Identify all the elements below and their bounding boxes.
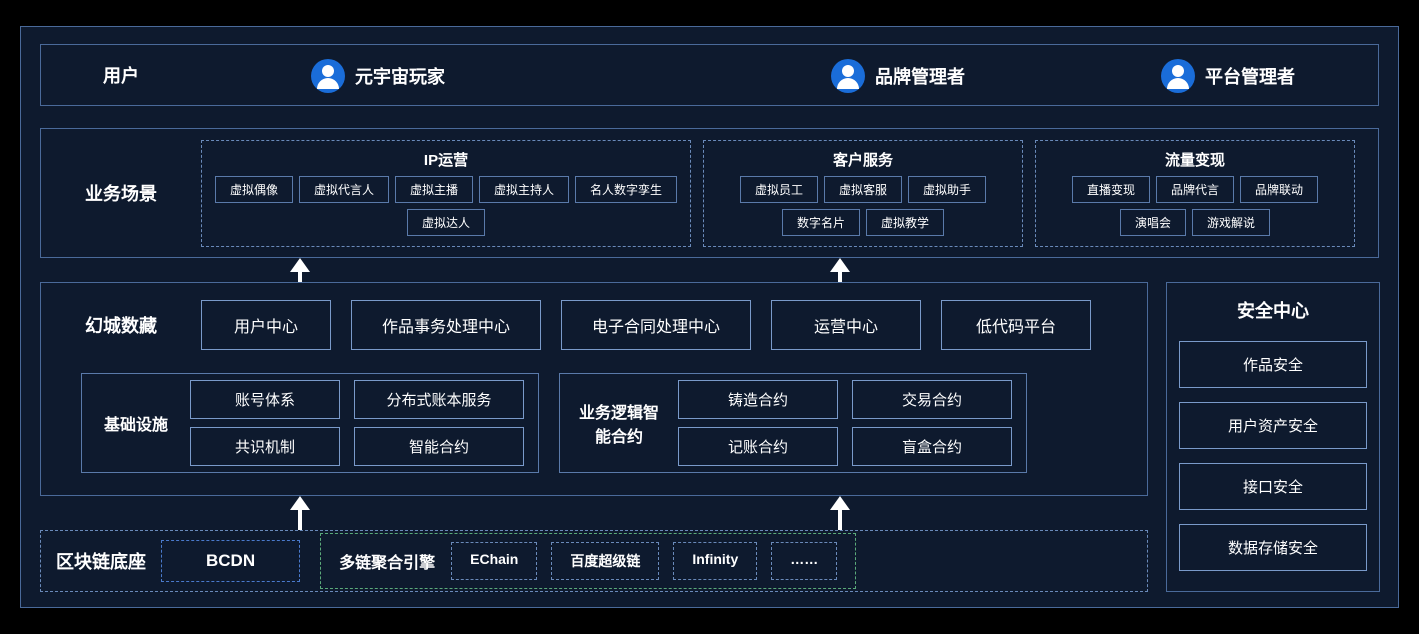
engine-item-box: 百度超级链 [551, 542, 659, 580]
scenario-chip: 名人数字孪生 [575, 176, 677, 203]
platform-module-box: 电子合同处理中心 [561, 300, 751, 350]
users-label: 用户 [41, 62, 201, 88]
infra-item-box: 盲盒合约 [852, 427, 1012, 466]
security-panel: 安全中心 作品安全用户资产安全接口安全数据存储安全 [1166, 282, 1380, 592]
infra-left-label: 基础设施 [96, 411, 176, 435]
user-item-label: 平台管理者 [1205, 63, 1295, 89]
user-icon [831, 59, 865, 93]
scenario-chip: 虚拟达人 [407, 209, 485, 236]
scenarios-row: 业务场景 IP运营虚拟偶像虚拟代言人虚拟主播虚拟主持人名人数字孪生虚拟达人客户服… [40, 128, 1379, 258]
scenario-chip: 虚拟客服 [824, 176, 902, 203]
platform-module-box: 运营中心 [771, 300, 921, 350]
scenario-chip: 品牌代言 [1156, 176, 1234, 203]
engine-item-box: EChain [451, 542, 537, 580]
user-icon [1161, 59, 1195, 93]
scenario-group: 客户服务虚拟员工虚拟客服虚拟助手数字名片虚拟教学 [703, 140, 1023, 247]
infra-item-box: 分布式账本服务 [354, 380, 524, 419]
security-item-box: 数据存储安全 [1179, 524, 1367, 571]
arrow-up-icon [290, 496, 310, 510]
scenario-title: 客户服务 [716, 149, 1010, 170]
scenario-chip: 游戏解说 [1192, 209, 1270, 236]
engine-label: 多链聚合引擎 [339, 549, 435, 573]
scenarios-label: 业务场景 [41, 180, 201, 206]
security-item-box: 作品安全 [1179, 341, 1367, 388]
security-item-box: 接口安全 [1179, 463, 1367, 510]
scenario-chip: 直播变现 [1072, 176, 1150, 203]
platform-module-box: 用户中心 [201, 300, 331, 350]
security-title: 安全中心 [1237, 297, 1309, 323]
base-primary-box: BCDN [161, 540, 300, 582]
arrow-stem [838, 508, 842, 530]
user-item: 品牌管理者 [831, 59, 965, 93]
engine-item-box: …… [771, 542, 837, 580]
user-item-label: 品牌管理者 [875, 63, 965, 89]
infra-left-group: 基础设施 账号体系分布式账本服务共识机制智能合约 [81, 373, 539, 473]
user-icon [311, 59, 345, 93]
scenario-chip: 演唱会 [1120, 209, 1186, 236]
scenario-title: IP运营 [214, 149, 678, 170]
scenario-chip: 虚拟偶像 [215, 176, 293, 203]
arrow-up-icon [290, 258, 310, 272]
infra-right-group: 业务逻辑智能合约 铸造合约交易合约记账合约盲盒合约 [559, 373, 1027, 473]
engine-group: 多链聚合引擎 EChain 百度超级链 Infinity …… [320, 533, 856, 589]
user-item: 平台管理者 [1161, 59, 1295, 93]
arrow-stem [298, 508, 302, 530]
infra-item-box: 共识机制 [190, 427, 340, 466]
infra-item-box: 记账合约 [678, 427, 838, 466]
users-row: 用户 元宇宙玩家 品牌管理者 平台管理者 [40, 44, 1379, 106]
scenario-chip: 虚拟教学 [866, 209, 944, 236]
infra-item-box: 交易合约 [852, 380, 1012, 419]
platform-row1-label: 幻城数藏 [41, 312, 201, 338]
scenario-group: 流量变现直播变现品牌代言品牌联动演唱会游戏解说 [1035, 140, 1355, 247]
infra-right-label: 业务逻辑智能合约 [574, 399, 664, 447]
blockchain-base-row: 区块链底座 BCDN 多链聚合引擎 EChain 百度超级链 Infinity …… [40, 530, 1148, 592]
security-item-box: 用户资产安全 [1179, 402, 1367, 449]
base-label: 区块链底座 [41, 548, 161, 574]
scenario-chip: 品牌联动 [1240, 176, 1318, 203]
infra-item-box: 智能合约 [354, 427, 524, 466]
scenario-chip: 虚拟代言人 [299, 176, 389, 203]
scenario-group: IP运营虚拟偶像虚拟代言人虚拟主播虚拟主持人名人数字孪生虚拟达人 [201, 140, 691, 247]
arrow-up-icon [830, 496, 850, 510]
platform-module-box: 低代码平台 [941, 300, 1091, 350]
user-item-label: 元宇宙玩家 [355, 63, 445, 89]
scenario-chip: 虚拟员工 [740, 176, 818, 203]
scenario-chip: 虚拟主持人 [479, 176, 569, 203]
engine-item-box: Infinity [673, 542, 757, 580]
user-item: 元宇宙玩家 [311, 59, 445, 93]
infra-item-box: 账号体系 [190, 380, 340, 419]
scenario-chip: 虚拟主播 [395, 176, 473, 203]
scenario-title: 流量变现 [1048, 149, 1342, 170]
platform-panel: 幻城数藏 用户中心作品事务处理中心电子合同处理中心运营中心低代码平台 基础设施 … [40, 282, 1148, 496]
scenario-chip: 数字名片 [782, 209, 860, 236]
platform-module-box: 作品事务处理中心 [351, 300, 541, 350]
arrow-up-icon [830, 258, 850, 272]
infra-item-box: 铸造合约 [678, 380, 838, 419]
scenario-chip: 虚拟助手 [908, 176, 986, 203]
